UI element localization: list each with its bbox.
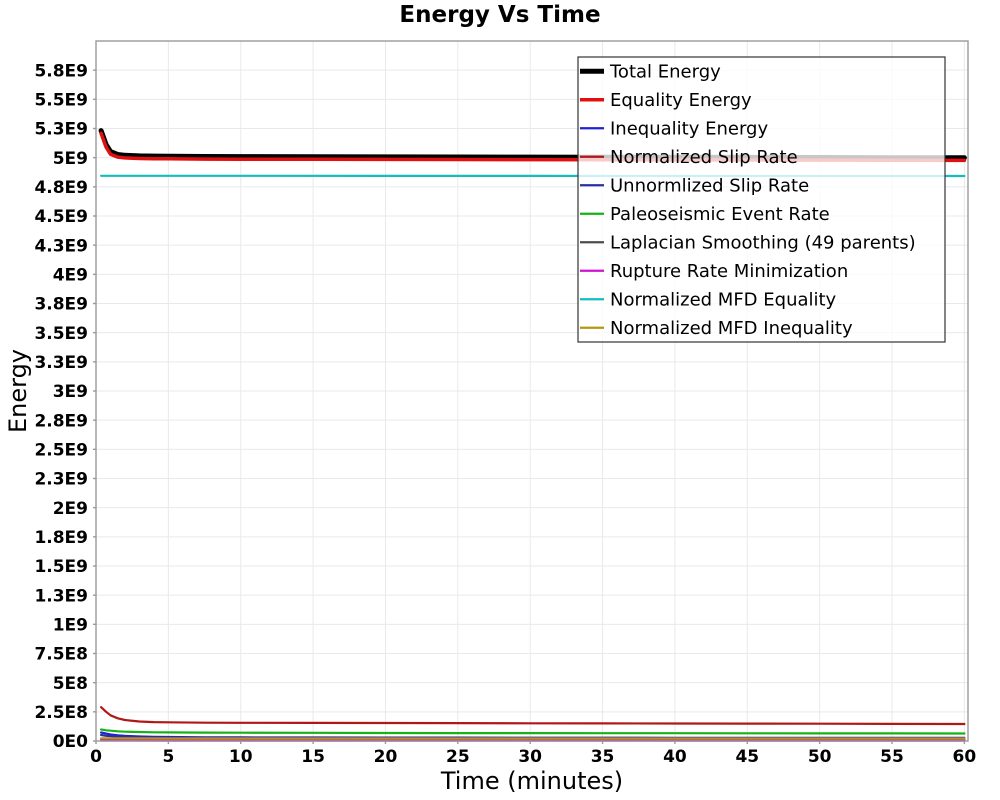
x-tick-label: 30	[518, 747, 542, 767]
y-tick-label: 4.5E9	[34, 207, 88, 227]
legend-item-laplacian-smoothing-49-parents: Laplacian Smoothing (49 parents)	[580, 233, 916, 254]
y-axis-title: Energy	[4, 348, 32, 434]
y-tick-label: 1.5E9	[34, 557, 88, 577]
legend-item-equality-energy: Equality Energy	[580, 90, 752, 111]
legend-label-equality-energy: Equality Energy	[610, 90, 752, 111]
y-tick-label: 4E9	[53, 265, 88, 285]
y-tick-label: 1E9	[53, 615, 88, 635]
x-tick-label: 20	[374, 747, 398, 767]
y-tick-label: 5E9	[53, 149, 88, 169]
x-tick-label: 40	[663, 747, 687, 767]
y-tick-label: 5.3E9	[34, 120, 88, 140]
x-tick-label: 60	[953, 747, 977, 767]
x-tick-label: 15	[301, 747, 325, 767]
legend: Total Energy Equality Energy Inequality En…	[577, 56, 946, 343]
y-tick-label: 2.5E9	[34, 440, 88, 460]
x-tick-label: 10	[229, 747, 253, 767]
legend-label-normalized-slip-rate: Normalized Slip Rate	[610, 147, 798, 168]
y-tick-label: 2.3E9	[34, 470, 88, 490]
y-tick-label: 3E9	[53, 382, 88, 402]
y-tick-label: 1.8E9	[34, 528, 88, 548]
legend-label-total-energy: Total Energy	[609, 62, 721, 83]
legend-label-normalized-mfd-equality: Normalized MFD Equality	[610, 290, 837, 311]
y-tick-label: 4.8E9	[34, 178, 88, 198]
x-axis-title: Time (minutes)	[440, 767, 624, 795]
legend-item-inequality-energy: Inequality Energy	[580, 119, 768, 140]
y-tick-label: 4.3E9	[34, 236, 88, 256]
chart-title: Energy Vs Time	[399, 2, 601, 28]
legend-item-normalized-slip-rate: Normalized Slip Rate	[580, 147, 798, 168]
legend-label-inequality-energy: Inequality Energy	[610, 119, 768, 140]
y-tick-label: 3.3E9	[34, 353, 88, 373]
x-tick-label: 35	[591, 747, 615, 767]
legend-item-paleoseismic-event-rate: Paleoseismic Event Rate	[580, 204, 830, 225]
legend-item-unnormlized-slip-rate: Unnormlized Slip Rate	[580, 176, 809, 197]
y-tick-label: 5.5E9	[34, 90, 88, 110]
x-tick-label: 55	[880, 747, 904, 767]
legend-label-laplacian-smoothing-49-parents: Laplacian Smoothing (49 parents)	[610, 233, 916, 254]
legend-label-rupture-rate-minimization: Rupture Rate Minimization	[610, 261, 848, 282]
y-tick-label: 3.8E9	[34, 295, 88, 315]
x-tick-label: 25	[446, 747, 470, 767]
y-tick-label: 1.3E9	[34, 586, 88, 606]
legend-item-normalized-mfd-equality: Normalized MFD Equality	[580, 290, 837, 311]
legend-box	[577, 56, 946, 343]
y-tick-label: 5.8E9	[34, 61, 88, 81]
legend-item-normalized-mfd-inequality: Normalized MFD Inequality	[580, 318, 853, 339]
x-tick-label: 5	[162, 747, 174, 767]
y-tick-label: 2.5E8	[34, 703, 88, 723]
y-tick-label: 2.8E9	[34, 411, 88, 431]
y-tick-label: 2E9	[53, 499, 88, 519]
legend-label-normalized-mfd-inequality: Normalized MFD Inequality	[610, 318, 853, 339]
x-tick-label: 0	[90, 747, 102, 767]
y-tick-label: 7.5E8	[34, 645, 88, 665]
legend-label-paleoseismic-event-rate: Paleoseismic Event Rate	[610, 204, 830, 225]
legend-label-unnormlized-slip-rate: Unnormlized Slip Rate	[610, 176, 809, 197]
axis-ticks: 0E0 2.5E8 5E8 7.5E8 1E9 1.3E9 1.5E9 1.8E9 2E9 2.3…	[34, 61, 976, 767]
x-tick-label: 45	[735, 747, 759, 767]
legend-item-total-energy: Total Energy	[580, 62, 721, 83]
x-tick-label: 50	[808, 747, 832, 767]
series-line-normalized-slip-rate	[99, 706, 966, 726]
legend-item-rupture-rate-minimization: Rupture Rate Minimization	[580, 261, 848, 282]
series-line-paleoseismic-event-rate	[99, 728, 966, 735]
y-tick-label: 0E0	[53, 732, 88, 752]
y-tick-label: 3.5E9	[34, 324, 88, 344]
y-tick-label: 5E8	[53, 674, 88, 694]
